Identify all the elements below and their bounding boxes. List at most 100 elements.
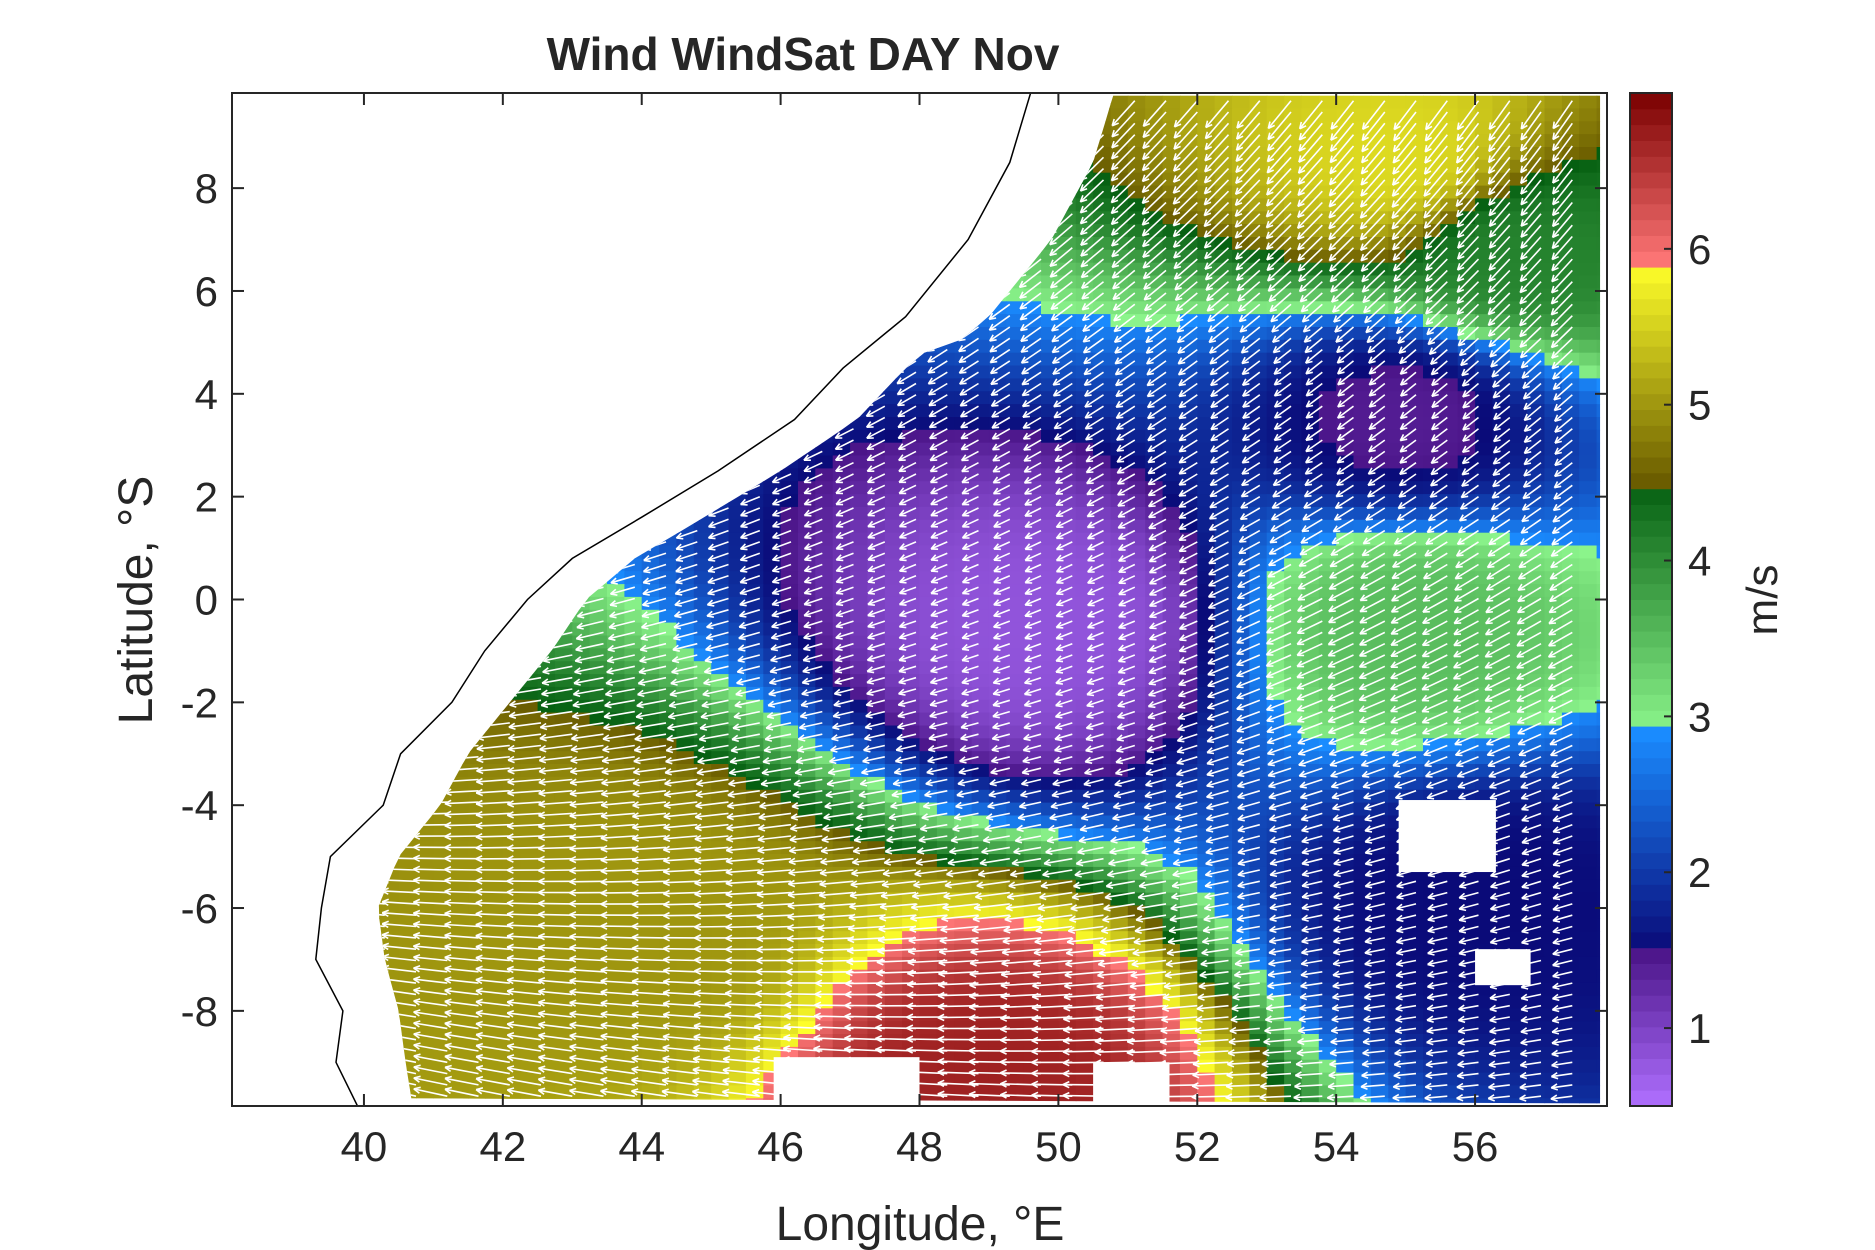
- heat-cell: [1318, 854, 1337, 868]
- heat-cell: [1301, 378, 1320, 392]
- heat-cell: [1475, 134, 1494, 148]
- heat-cell: [1579, 828, 1598, 842]
- heat-cell: [520, 866, 539, 881]
- heat-cell: [1336, 134, 1355, 148]
- heat-cell: [1162, 185, 1181, 200]
- heat-cell: [1509, 558, 1528, 572]
- heat-cell: [971, 648, 990, 662]
- heat-cell: [1440, 494, 1459, 508]
- heat-cell: [1041, 532, 1059, 547]
- heat-cell: [1509, 172, 1528, 187]
- heat-cell: [1179, 918, 1198, 932]
- heat-cell: [485, 944, 504, 958]
- heat-cell: [1075, 288, 1094, 302]
- heat-cell: [676, 854, 695, 868]
- heat-cell: [1509, 95, 1528, 110]
- heat-cell: [398, 854, 417, 868]
- heat-cell: [1162, 584, 1181, 598]
- heat-cell: [954, 776, 973, 791]
- heat-cell: [1127, 147, 1146, 161]
- heat-cell: [520, 905, 539, 919]
- heat-cell: [763, 866, 782, 881]
- heat-cell: [520, 776, 539, 791]
- heat-cell: [971, 545, 990, 559]
- heat-cell: [1284, 121, 1303, 135]
- heat-cell: [1579, 596, 1598, 611]
- heat-cell: [1318, 455, 1337, 469]
- heat-cell: [1179, 956, 1198, 971]
- heat-cell: [1284, 956, 1303, 971]
- heat-cell: [1179, 108, 1198, 122]
- heat-cell: [1214, 956, 1233, 971]
- heat-cell: [520, 854, 539, 868]
- heat-cell: [1561, 159, 1580, 174]
- heat-cell: [1041, 931, 1059, 945]
- heat-cell: [1440, 108, 1459, 122]
- heat-cell: [1162, 725, 1181, 739]
- heat-cell: [936, 571, 955, 585]
- heat-cell: [1440, 314, 1459, 328]
- heat-cell: [1284, 95, 1303, 110]
- heat-cell: [1579, 802, 1598, 817]
- heat-cell: [1318, 815, 1337, 829]
- heat-cell: [1127, 738, 1146, 752]
- heat-cell: [1579, 892, 1598, 907]
- heat-cell: [1058, 686, 1077, 701]
- heat-cell: [1544, 944, 1563, 958]
- heat-cell: [919, 429, 938, 444]
- heat-cell: [815, 558, 834, 572]
- heat-cell: [815, 545, 834, 559]
- heat-cell: [919, 635, 938, 649]
- heat-cell: [1527, 211, 1546, 225]
- heat-cell: [693, 918, 712, 932]
- heat-cell: [1232, 969, 1250, 984]
- heat-cell: [1579, 288, 1598, 302]
- heat-cell: [537, 751, 556, 765]
- heat-cell: [884, 609, 903, 624]
- heat-cell: [1440, 506, 1459, 521]
- heat-cell: [1405, 661, 1424, 675]
- heat-cell: [1162, 481, 1181, 495]
- heat-cell: [1006, 481, 1025, 495]
- heat-cell: [1284, 545, 1303, 559]
- heat-cell: [1266, 108, 1285, 122]
- heat-cell: [1110, 352, 1129, 367]
- heat-cell: [1579, 789, 1598, 804]
- heat-cell: [1162, 674, 1181, 688]
- heat-cell: [763, 944, 782, 958]
- heat-cell: [1440, 159, 1459, 174]
- heat-cell: [1579, 417, 1598, 431]
- heat-cell: [954, 918, 973, 932]
- heat-cell: [1075, 969, 1094, 984]
- heat-cell: [1579, 172, 1598, 187]
- heat-cell: [1579, 738, 1598, 752]
- heat-cell: [624, 764, 643, 778]
- heat-cell: [1249, 121, 1268, 135]
- heat-cell: [1041, 571, 1059, 585]
- heat-cell: [1127, 455, 1146, 469]
- heat-cell: [1145, 95, 1164, 110]
- heat-cell: [1405, 391, 1424, 405]
- heat-cell: [745, 596, 764, 611]
- heat-cell: [902, 776, 921, 791]
- heat-cell: [798, 686, 816, 701]
- heat-cell: [1475, 95, 1494, 110]
- heat-cell: [1405, 738, 1424, 752]
- heat-cell: [1405, 956, 1424, 971]
- heat-cell: [1214, 95, 1233, 110]
- heat-cell: [850, 545, 869, 559]
- heat-cell: [1145, 956, 1164, 971]
- heat-cell: [1579, 147, 1598, 161]
- heat-cell: [1284, 455, 1303, 469]
- heat-cell: [659, 571, 678, 585]
- heat-cell: [850, 622, 869, 637]
- heat-cell: [884, 532, 903, 547]
- heat-cell: [1370, 185, 1389, 200]
- heat-cell: [1127, 854, 1146, 868]
- heat-cell: [1075, 352, 1094, 367]
- heat-cell: [1405, 172, 1424, 187]
- heat-cell: [711, 956, 730, 971]
- heat-cell: [1162, 764, 1181, 778]
- heat-cell: [1093, 211, 1112, 225]
- heat-cell: [1023, 699, 1042, 714]
